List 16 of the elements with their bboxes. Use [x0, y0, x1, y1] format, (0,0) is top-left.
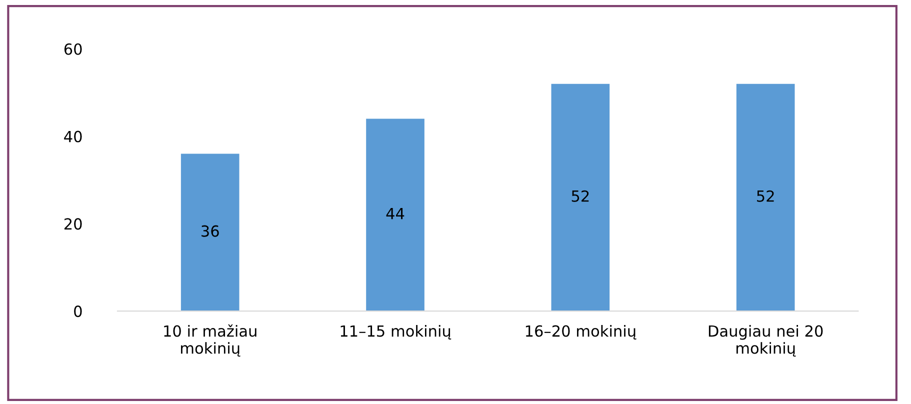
x-tick-label: 11–15 mokinių: [340, 324, 452, 340]
x-tick-label: 10 ir mažiau mokinių: [164, 324, 256, 357]
bar: [736, 84, 795, 312]
data-label: 36: [202, 225, 219, 237]
data-label: 44: [386, 208, 404, 220]
y-tick-label: 60: [64, 43, 82, 55]
x-tick-label: 16–20 mokinių: [526, 324, 636, 340]
x-tick-label: Daugiau nei 20 mokinių: [708, 324, 823, 357]
y-tick-label: 40: [64, 130, 82, 142]
bar: [366, 118, 424, 312]
data-label: 52: [757, 190, 774, 202]
y-tick-label: 20: [64, 218, 82, 230]
y-tick-label: 0: [74, 306, 82, 318]
bar: [551, 84, 610, 312]
data-label: 52: [572, 190, 589, 202]
bar: [180, 154, 240, 312]
